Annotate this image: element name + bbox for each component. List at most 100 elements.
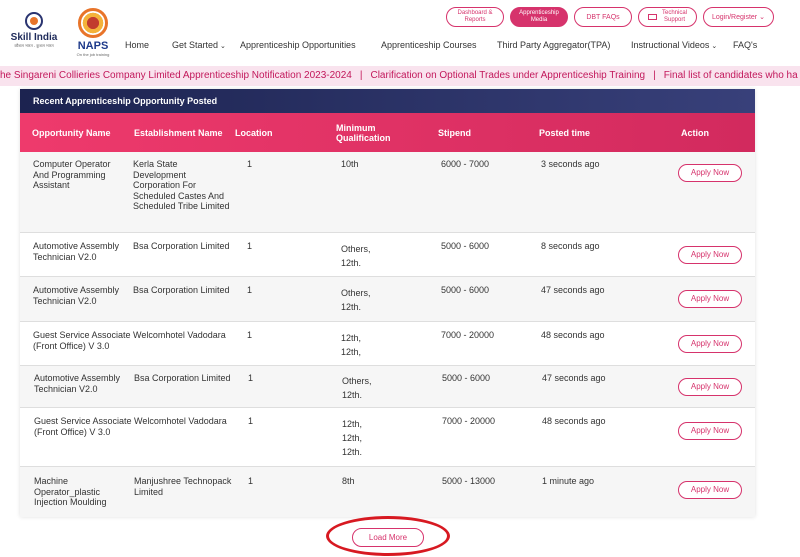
location: 1 — [247, 241, 253, 251]
news-ticker: he Singareni Collieries Company Limited … — [0, 66, 800, 86]
media-label-1: Apprenticeship — [519, 10, 559, 16]
table-row: Computer Operator And Programming Assist… — [20, 152, 755, 233]
column-header-opportunity: Opportunity Name — [32, 127, 111, 138]
media-label-2: Media — [530, 17, 548, 23]
column-header-stipend: Stipend — [438, 127, 471, 138]
qualification: 12th, 12th, — [341, 331, 361, 359]
qualification: Others, 12th. — [341, 242, 371, 270]
location: 1 — [248, 373, 254, 383]
opportunity-name: Computer Operator And Programming Assist… — [33, 159, 111, 190]
nav-apprenticeship-opportunities[interactable]: Apprenticeship Opportunities — [240, 40, 356, 54]
nav-tpa[interactable]: Third Party Aggregator(TPA) — [497, 40, 610, 54]
apprenticeship-media-button[interactable]: Apprenticeship Media — [510, 7, 568, 27]
technical-support-button[interactable]: Technical Support — [638, 7, 697, 27]
qualification-item: 12th, — [341, 347, 362, 357]
apply-now-button[interactable]: Apply Now — [678, 422, 742, 440]
naps-tagline: On the job training — [76, 52, 110, 57]
qualification: Others, 12th. — [342, 374, 372, 402]
naps-title: NAPS — [77, 40, 109, 52]
dbt-faqs-button[interactable]: DBT FAQs — [574, 7, 632, 27]
skill-india-logo[interactable]: Skill India कौशल भारत - कुशल भारत — [8, 12, 60, 62]
column-header-action: Action — [681, 127, 709, 138]
qualification: 10th — [341, 159, 359, 170]
load-more-button[interactable]: Load More — [352, 528, 424, 547]
nav-get-started-label: Get Started — [172, 40, 219, 50]
establishment-name: Kerla State Development Corporation For … — [133, 159, 230, 211]
qualification: 12th, 12th, 12th. — [342, 417, 362, 459]
qualification-item: 12th, — [342, 433, 363, 443]
establishment-name: Bsa Corporation Limited — [134, 373, 231, 383]
login-register-button[interactable]: Login/Register ⌄ — [703, 7, 774, 27]
posted-time: 1 minute ago — [542, 476, 595, 486]
opportunity-name: Automotive Assembly Technician V2.0 — [33, 285, 120, 306]
ticker-separator: | — [653, 70, 656, 81]
apply-now-button[interactable]: Apply Now — [678, 164, 742, 182]
table-header: Opportunity Name Establishment Name Loca… — [20, 113, 755, 152]
opportunity-name: Automotive Assembly Technician V2.0 — [33, 241, 120, 262]
opportunity-name: Guest Service Associate (Front Office) V… — [34, 416, 132, 437]
opportunity-name: Automotive Assembly Technician V2.0 — [34, 373, 121, 394]
qualification-item: 12th. — [341, 258, 362, 268]
ticker-item[interactable]: he Singareni Collieries Company Limited … — [0, 70, 352, 81]
skill-india-emblem-icon — [25, 12, 43, 30]
stipend: 5000 - 6000 — [442, 373, 491, 383]
nav-tpa-label: Third Party Aggregator(TPA) — [497, 40, 611, 50]
establishment-name: Bsa Corporation Limited — [133, 285, 230, 295]
nav-home-label: Home — [125, 40, 150, 50]
apply-now-button[interactable]: Apply Now — [678, 481, 742, 499]
qualification-item: 12th. — [342, 447, 363, 457]
site-header: Skill India कौशल भारत - कुशल भारत NAPS O… — [0, 0, 800, 64]
nav-instructional-videos[interactable]: Instructional Videos ⌄ — [631, 40, 717, 54]
naps-logo[interactable]: NAPS On the job training — [70, 8, 116, 62]
tech-support-label-2: Support — [663, 17, 685, 23]
table-row: Automotive Assembly Technician V2.0 Bsa … — [20, 233, 755, 277]
establishment-name: Manjushree Technopack Limited — [134, 476, 232, 497]
nav-videos-label: Instructional Videos — [631, 40, 710, 50]
mail-icon — [647, 14, 657, 20]
section-title: Recent Apprenticeship Opportunity Posted — [20, 89, 755, 113]
stipend: 5000 - 13000 — [442, 476, 496, 486]
apply-now-button[interactable]: Apply Now — [678, 335, 742, 353]
chevron-down-icon: ⌄ — [220, 43, 226, 50]
skill-india-tagline: कौशल भारत - कुशल भारत — [14, 43, 54, 48]
posted-time: 48 seconds ago — [541, 330, 605, 340]
qualification-item: 12th. — [341, 302, 362, 312]
ticker-item[interactable]: Clarification on Optional Trades under A… — [370, 70, 646, 81]
recent-opportunities-table: Recent Apprenticeship Opportunity Posted… — [20, 89, 755, 517]
nav-opportunities-label: Apprenticeship Opportunities — [240, 40, 356, 50]
qualification-item: Others, — [341, 244, 371, 254]
posted-time: 48 seconds ago — [542, 416, 606, 426]
posted-time: 3 seconds ago — [541, 159, 600, 169]
ticker-item[interactable]: Final list of candidates who ha — [663, 70, 798, 81]
qualification-item: Others, — [342, 376, 372, 386]
establishment-name: Welcomhotel Vadodara — [134, 416, 227, 426]
qualification-item: Others, — [341, 288, 371, 298]
posted-time: 8 seconds ago — [541, 241, 600, 251]
column-header-qualification: Minimum Qualification — [336, 122, 391, 143]
column-header-establishment: Establishment Name — [134, 127, 223, 138]
column-header-posted-time: Posted time — [539, 127, 591, 138]
establishment-name: Welcomhotel Vadodara — [133, 330, 226, 340]
posted-time: 47 seconds ago — [541, 285, 605, 295]
stipend: 7000 - 20000 — [441, 330, 495, 340]
nav-get-started[interactable]: Get Started ⌄ — [172, 40, 226, 54]
apply-now-button[interactable]: Apply Now — [678, 378, 742, 396]
apply-now-button[interactable]: Apply Now — [678, 290, 742, 308]
establishment-name: Bsa Corporation Limited — [133, 241, 230, 251]
stipend: 5000 - 6000 — [441, 285, 490, 295]
apply-now-button[interactable]: Apply Now — [678, 246, 742, 264]
dashboard-reports-button[interactable]: Dashboard & Reports — [446, 7, 504, 27]
nav-home[interactable]: Home — [125, 40, 149, 54]
location: 1 — [247, 330, 253, 340]
location: 1 — [248, 416, 254, 426]
table-row: Guest Service Associate (Front Office) V… — [20, 408, 755, 467]
nav-apprenticeship-courses[interactable]: Apprenticeship Courses — [381, 40, 477, 54]
nav-faqs[interactable]: FAQ's — [733, 40, 757, 54]
table-row: Guest Service Associate (Front Office) V… — [20, 322, 755, 366]
qualification: 8th — [342, 476, 355, 487]
posted-time: 47 seconds ago — [542, 373, 606, 383]
qualification-item: 10th — [341, 159, 359, 169]
column-header-location: Location — [235, 127, 273, 138]
nav-courses-label: Apprenticeship Courses — [381, 40, 477, 50]
stipend: 7000 - 20000 — [442, 416, 496, 426]
